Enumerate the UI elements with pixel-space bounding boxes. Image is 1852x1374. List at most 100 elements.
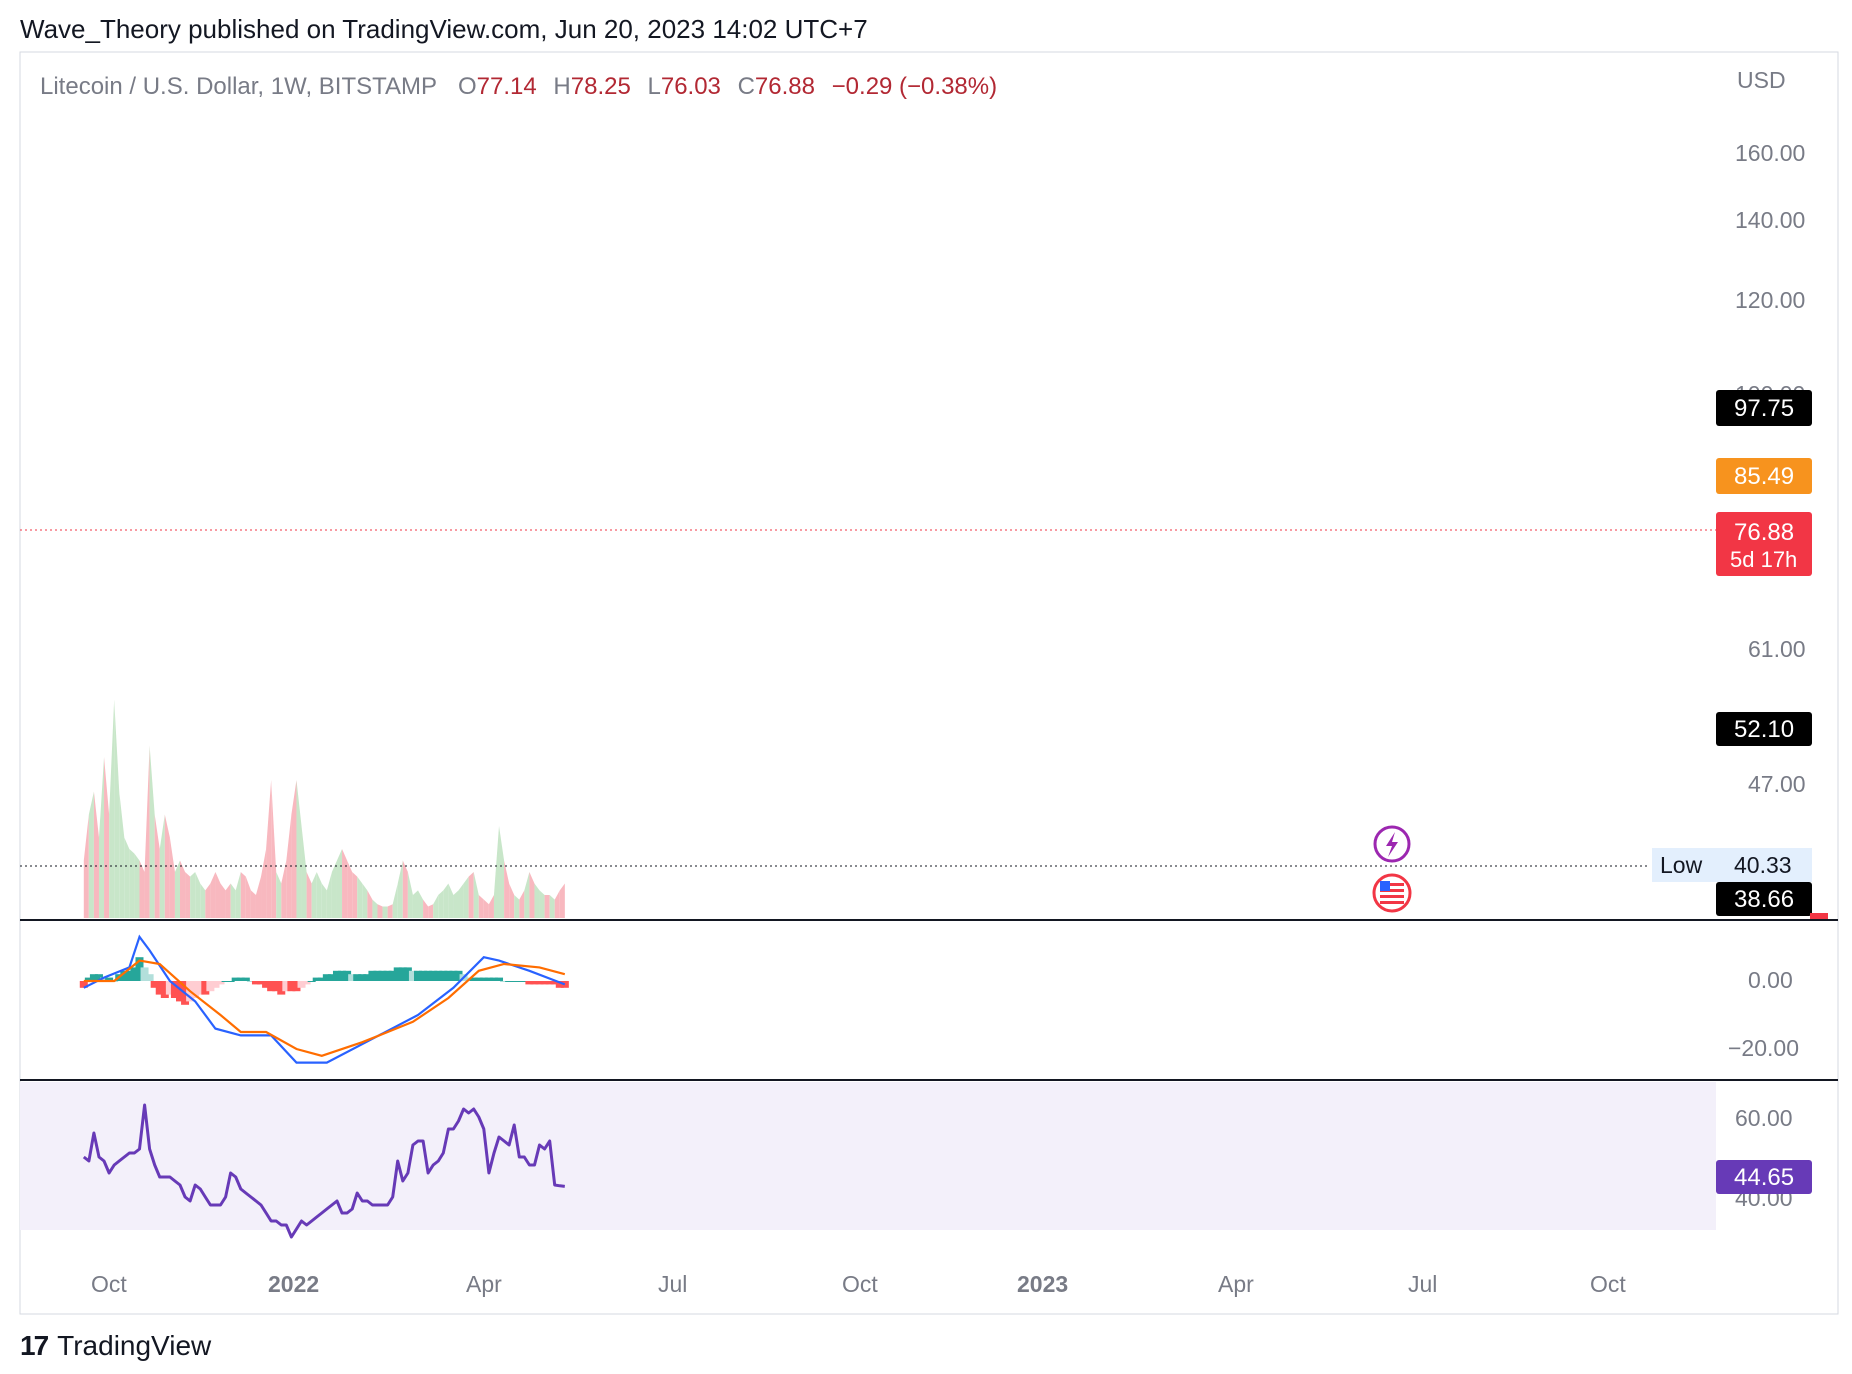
volume-segment: [179, 860, 186, 918]
volume-segment: [195, 872, 201, 918]
volume-segment: [423, 899, 429, 918]
macd-histogram-bar: [231, 977, 240, 981]
macd-histogram-bar: [160, 981, 169, 998]
symbol-legend[interactable]: Litecoin / U.S. Dollar, 1W, BITSTAMP O77…: [40, 73, 997, 100]
macd-axis[interactable]: 0.00 −20.00: [1728, 967, 1799, 1061]
price-label-support-bg: [1716, 712, 1812, 746]
macd-histogram-bar: [241, 977, 250, 981]
macd-histogram-bar: [84, 977, 93, 981]
volume-segment: [104, 757, 110, 918]
volume-segment: [377, 904, 383, 918]
rsi-line: [82, 1103, 565, 1239]
macd-histogram-bar: [332, 970, 341, 981]
macd-histogram-bar: [560, 981, 569, 988]
volume-segment: [159, 814, 165, 918]
macd-histogram-bar: [211, 981, 220, 988]
price-tick: 120.00: [1735, 287, 1805, 313]
legend-open-label: O: [458, 73, 477, 100]
price-label-ma200-bg: [1716, 390, 1812, 426]
macd-histogram-bar: [419, 970, 428, 981]
volume-segment: [215, 872, 221, 918]
volume-segment: [539, 890, 545, 918]
currency-label: USD: [1737, 67, 1786, 93]
volume-segment: [509, 883, 515, 918]
volume-segment: [468, 872, 474, 918]
macd-histogram-bar: [246, 981, 255, 982]
macd-histogram-bar: [398, 967, 407, 981]
macd-histogram-bar: [307, 981, 316, 982]
volume-segment: [382, 906, 388, 918]
macd-histogram-bar: [520, 981, 529, 982]
macd-histogram-bar: [105, 977, 114, 981]
volume-segment: [458, 883, 464, 918]
volume-segment: [483, 899, 489, 918]
macd-histogram-bar: [191, 981, 200, 998]
macd-layer: [79, 934, 569, 1064]
macd-histogram-bar: [383, 970, 392, 981]
macd-histogram-bar: [434, 970, 443, 981]
bar-countdown: 5d 17h: [1730, 547, 1797, 572]
macd-histogram-bar: [373, 970, 382, 981]
rsi-tick: 60.00: [1735, 1105, 1793, 1131]
macd-histogram-bar: [302, 981, 311, 985]
volume-segment: [433, 895, 439, 918]
volume-segment: [291, 780, 297, 918]
macd-histogram-bar: [469, 977, 478, 981]
lightning-event-icon[interactable]: [1373, 825, 1411, 863]
volume-segment: [119, 791, 125, 918]
macd-tick: −20.00: [1728, 1035, 1799, 1061]
volume-segment: [255, 876, 262, 918]
macd-histogram-bar: [368, 970, 377, 981]
volume-segment: [98, 757, 105, 918]
volume-segment: [281, 860, 287, 918]
volume-marker: [1810, 913, 1828, 919]
volume-segment: [397, 860, 403, 918]
volume-segment: [357, 876, 363, 918]
price-label-ma50-bg: [1716, 458, 1812, 494]
low-marker-value: 40.33: [1734, 852, 1792, 878]
macd-histogram-bar: [530, 981, 539, 985]
time-tick: Apr: [466, 1271, 502, 1297]
tradingview-brand: TradingView: [57, 1330, 212, 1361]
macd-histogram-bar: [388, 970, 397, 981]
legend-open: 77.14: [477, 73, 537, 100]
time-tick: Oct: [91, 1271, 127, 1297]
time-tick-year: 2022: [268, 1271, 319, 1297]
rsi-axis[interactable]: 60.00 40.00 44.65: [1716, 1105, 1812, 1211]
volume-segment: [438, 890, 444, 918]
volume-segment: [129, 849, 135, 918]
volume-segment: [174, 860, 180, 918]
macd-histogram-bar: [489, 977, 498, 981]
volume-segment: [240, 872, 246, 918]
us-flag-event-icon[interactable]: [1372, 873, 1412, 913]
volume-segment: [493, 826, 500, 918]
footer[interactable]: 17 TradingView: [20, 1328, 211, 1364]
legend-change: −0.29 (−0.38%): [832, 73, 997, 100]
macd-histogram-bar: [292, 981, 301, 992]
volume-segment: [529, 872, 535, 918]
volume-segment: [220, 883, 226, 918]
svg-text:O77.14 H78.25 L76.: O77.14 H78.25 L76.03 C76.88 −0.29 (−0.38…: [458, 73, 997, 100]
volume-segment: [261, 849, 267, 918]
macd-histogram-bar: [135, 957, 144, 981]
volume-segment: [316, 872, 322, 918]
volume-segment: [473, 872, 479, 918]
volume-segment: [200, 883, 206, 918]
volume-segment: [266, 780, 272, 918]
time-axis[interactable]: Oct 2022 Apr Jul Oct 2023 Apr Jul Oct: [91, 1271, 1626, 1297]
legend-high-label: H: [553, 73, 570, 100]
macd-histogram-bar: [317, 977, 326, 981]
price-label-ma200: 97.75: [1734, 395, 1794, 422]
macd-histogram-bar: [525, 981, 534, 985]
time-tick: Jul: [1408, 1271, 1437, 1297]
volume-segment: [301, 826, 307, 918]
volume-segment: [114, 699, 120, 918]
chart-frame: [19, 51, 1839, 1315]
price-axis[interactable]: USD 160.00 140.00 120.00 100.00 61.00 47…: [1652, 67, 1828, 919]
rsi-value-bg: [1716, 1160, 1812, 1194]
macd-histogram-bar: [439, 970, 448, 981]
volume-segment: [554, 890, 560, 918]
macd-histogram-bar: [257, 981, 266, 985]
macd-histogram-bar: [322, 974, 331, 981]
